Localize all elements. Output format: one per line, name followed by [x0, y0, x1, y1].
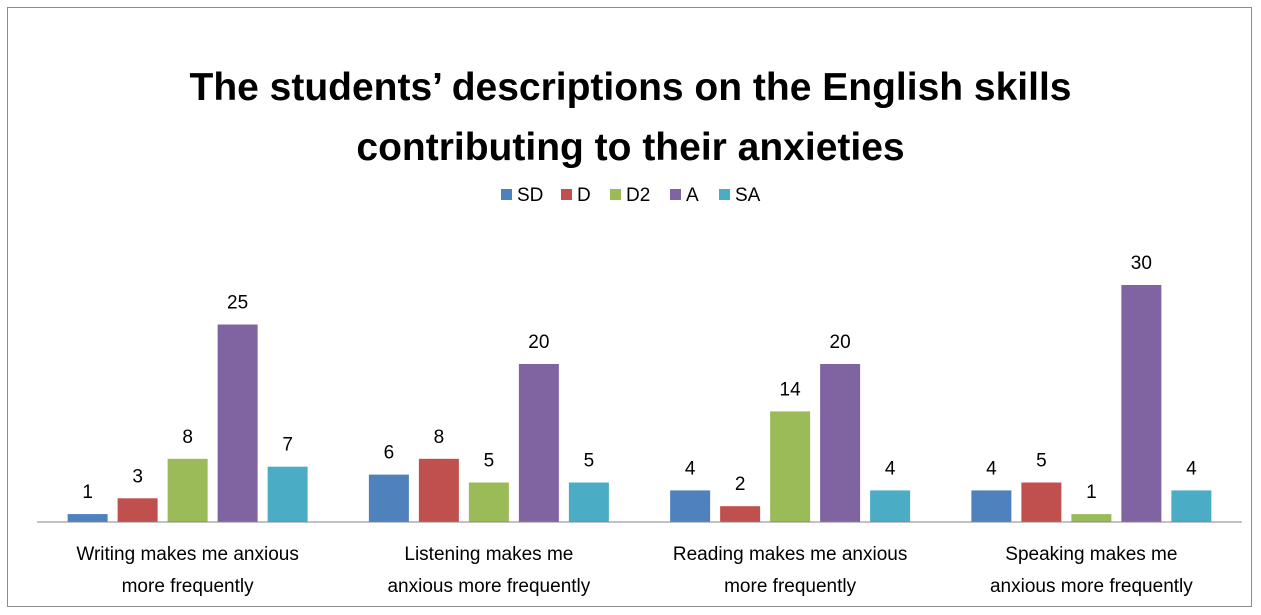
bar-sd-3 [971, 490, 1012, 522]
data-label-d-2: 2 [735, 474, 746, 495]
bar-sa-0 [267, 466, 308, 522]
bar-sd-0 [67, 514, 108, 522]
data-label-a-1: 20 [528, 332, 549, 353]
legend-label-a: A [686, 185, 699, 206]
data-label-sa-3: 4 [1186, 458, 1197, 479]
data-label-sd-2: 4 [685, 458, 696, 479]
bar-d-2 [720, 506, 761, 522]
legend-label-sa: SA [735, 185, 761, 206]
bar-d2-2 [770, 411, 811, 522]
bar-d2-1 [468, 482, 509, 522]
data-label-d-0: 3 [132, 466, 143, 487]
bar-sd-1 [368, 474, 409, 522]
legend-swatch-a [670, 189, 681, 200]
chart-title-line-2: contributing to their anxieties [356, 126, 905, 169]
legend-label-sd: SD [517, 185, 543, 206]
chart-title: The students’ descriptions on the Englis… [0, 58, 1261, 178]
bar-a-1 [518, 364, 559, 522]
data-label-sd-1: 6 [384, 443, 395, 464]
bar-a-0 [217, 324, 258, 522]
legend-label-d: D [577, 185, 591, 206]
data-label-d2-0: 8 [182, 427, 193, 448]
bar-d-0 [117, 498, 158, 522]
legend-label-d2: D2 [626, 185, 650, 206]
data-label-sa-1: 5 [584, 451, 595, 472]
data-label-a-2: 20 [830, 332, 851, 353]
bar-sd-2 [670, 490, 711, 522]
category-label-2-line-1: Reading makes me anxious [673, 544, 907, 565]
chart-title-line-1: The students’ descriptions on the Englis… [189, 66, 1072, 109]
category-label-0-line-1: Writing makes me anxious [76, 544, 298, 565]
bar-d-1 [418, 458, 459, 522]
data-label-sa-0: 7 [282, 435, 293, 456]
data-label-d-3: 5 [1036, 451, 1047, 472]
legend-swatch-d [561, 189, 572, 200]
legend-swatch-d2 [610, 189, 621, 200]
data-label-d-1: 8 [434, 427, 445, 448]
bar-a-2 [820, 364, 861, 522]
category-label-3-line-1: Speaking makes me [1005, 544, 1177, 565]
data-label-d2-2: 14 [780, 379, 802, 400]
data-label-sd-0: 1 [82, 482, 93, 503]
bar-sa-2 [870, 490, 911, 522]
category-label-0-line-2: more frequently [122, 576, 255, 597]
bar-a-3 [1121, 285, 1162, 522]
bar-d2-0 [167, 458, 208, 522]
bar-d-3 [1021, 482, 1062, 522]
data-label-d2-1: 5 [484, 451, 495, 472]
category-label-2-line-2: more frequently [724, 576, 857, 597]
category-label-1-line-1: Listening makes me [404, 544, 573, 565]
category-label-3-line-2: anxious more frequently [990, 576, 1193, 597]
data-label-d2-3: 1 [1086, 482, 1097, 503]
category-label-1-line-2: anxious more frequently [387, 576, 590, 597]
data-label-sa-2: 4 [885, 458, 896, 479]
legend-swatch-sa [719, 189, 730, 200]
bar-d2-3 [1071, 514, 1112, 522]
data-label-a-0: 25 [227, 293, 248, 314]
data-label-a-3: 30 [1131, 253, 1152, 274]
legend-swatch-sd [501, 189, 512, 200]
bar-sa-3 [1171, 490, 1212, 522]
bar-sa-1 [568, 482, 609, 522]
data-label-sd-3: 4 [986, 458, 997, 479]
